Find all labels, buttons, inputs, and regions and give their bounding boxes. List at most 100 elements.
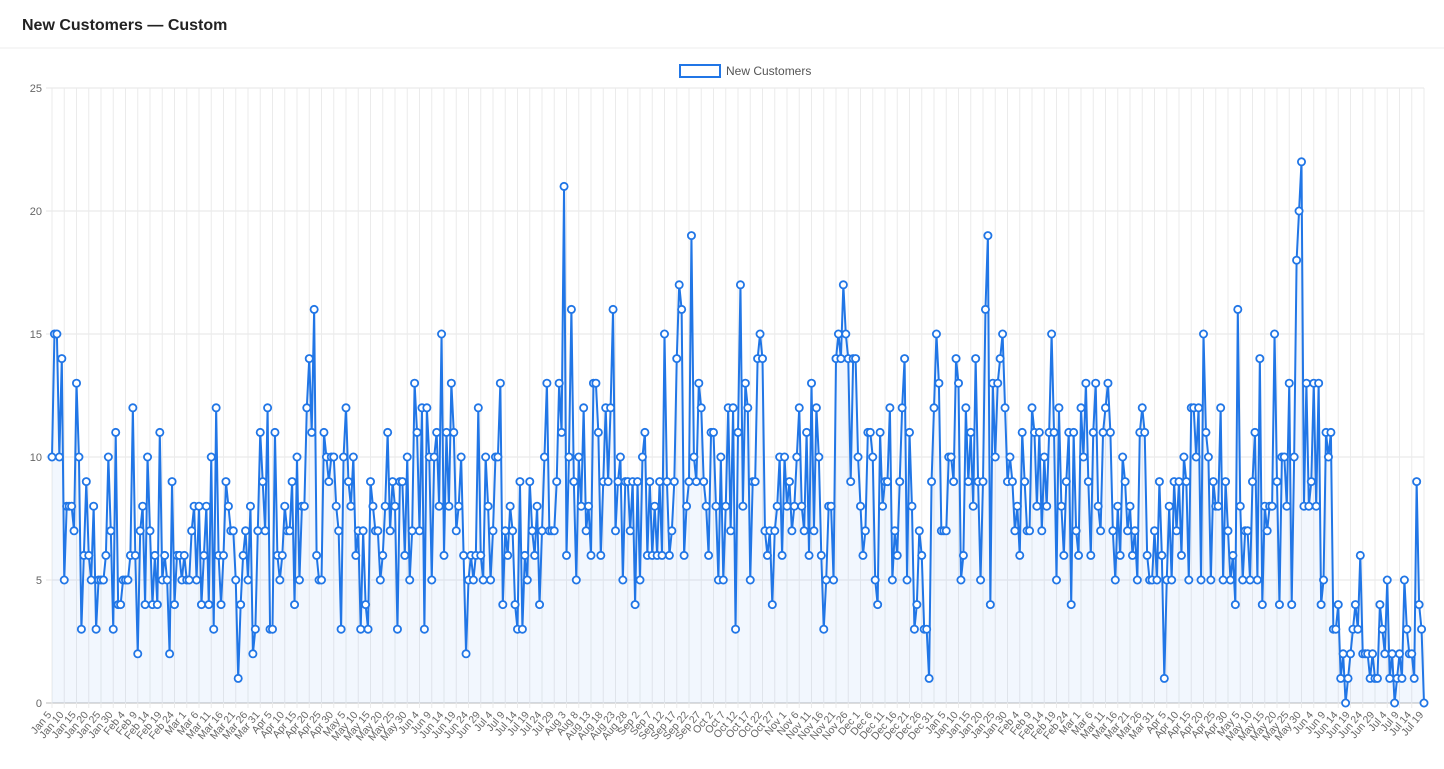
point bbox=[201, 501, 211, 511]
point bbox=[562, 550, 572, 560]
point bbox=[885, 403, 895, 413]
point bbox=[432, 427, 442, 437]
point bbox=[503, 550, 513, 560]
point bbox=[86, 575, 96, 585]
point bbox=[302, 403, 312, 413]
point bbox=[1412, 477, 1422, 487]
point bbox=[1284, 378, 1294, 388]
point bbox=[1157, 550, 1167, 560]
point bbox=[378, 550, 388, 560]
point bbox=[954, 378, 964, 388]
point bbox=[334, 526, 344, 536]
point bbox=[478, 575, 488, 585]
point bbox=[69, 526, 79, 536]
point bbox=[439, 550, 449, 560]
point bbox=[101, 550, 111, 560]
point bbox=[263, 403, 273, 413]
point bbox=[294, 575, 304, 585]
y-tick-label: 0 bbox=[36, 698, 42, 710]
point bbox=[794, 403, 804, 413]
point bbox=[922, 624, 932, 634]
point bbox=[664, 550, 674, 560]
point bbox=[236, 600, 246, 610]
point bbox=[1338, 649, 1348, 659]
point bbox=[677, 304, 687, 314]
point bbox=[187, 526, 197, 536]
point bbox=[1007, 477, 1017, 487]
point bbox=[248, 649, 258, 659]
point bbox=[887, 575, 897, 585]
point bbox=[290, 600, 300, 610]
point bbox=[1287, 600, 1297, 610]
point bbox=[1083, 477, 1093, 487]
point bbox=[792, 452, 802, 462]
point bbox=[554, 378, 564, 388]
point bbox=[116, 600, 126, 610]
point bbox=[571, 575, 581, 585]
point bbox=[816, 550, 826, 560]
point bbox=[684, 477, 694, 487]
point bbox=[152, 600, 162, 610]
point bbox=[865, 427, 875, 437]
point bbox=[275, 575, 285, 585]
point bbox=[858, 550, 868, 560]
point bbox=[427, 575, 437, 585]
point bbox=[1196, 575, 1206, 585]
point bbox=[1336, 673, 1346, 683]
point bbox=[1409, 673, 1419, 683]
point bbox=[1005, 452, 1015, 462]
point bbox=[704, 550, 714, 560]
point bbox=[667, 526, 677, 536]
y-tick-label: 10 bbox=[30, 452, 42, 464]
point bbox=[956, 575, 966, 585]
point bbox=[238, 550, 248, 560]
point bbox=[1101, 403, 1111, 413]
y-tick-label: 20 bbox=[30, 206, 42, 218]
point bbox=[591, 378, 601, 388]
point bbox=[1199, 329, 1209, 339]
point bbox=[1213, 501, 1223, 511]
point bbox=[924, 673, 934, 683]
point bbox=[606, 403, 616, 413]
point bbox=[527, 526, 537, 536]
point bbox=[517, 624, 527, 634]
point bbox=[1201, 427, 1211, 437]
point bbox=[699, 477, 709, 487]
point bbox=[564, 452, 574, 462]
point bbox=[486, 575, 496, 585]
point bbox=[907, 501, 917, 511]
point bbox=[772, 501, 782, 511]
point bbox=[231, 575, 241, 585]
point bbox=[184, 575, 194, 585]
point bbox=[138, 501, 148, 511]
point bbox=[1039, 452, 1049, 462]
point bbox=[1250, 427, 1260, 437]
point bbox=[745, 575, 755, 585]
point bbox=[444, 501, 454, 511]
point bbox=[368, 501, 378, 511]
point bbox=[927, 477, 937, 487]
point bbox=[740, 378, 750, 388]
point bbox=[968, 501, 978, 511]
point bbox=[537, 526, 547, 536]
point bbox=[473, 403, 483, 413]
point bbox=[437, 329, 447, 339]
point bbox=[1181, 477, 1191, 487]
point bbox=[515, 477, 525, 487]
point bbox=[194, 501, 204, 511]
point bbox=[1355, 550, 1365, 560]
point bbox=[1238, 575, 1248, 585]
point bbox=[1282, 501, 1292, 511]
point bbox=[1088, 427, 1098, 437]
point bbox=[566, 304, 576, 314]
point bbox=[821, 575, 831, 585]
point bbox=[1027, 403, 1037, 413]
point bbox=[789, 501, 799, 511]
point bbox=[312, 550, 322, 560]
point bbox=[72, 378, 82, 388]
point bbox=[363, 624, 373, 634]
point bbox=[755, 329, 765, 339]
point bbox=[983, 231, 993, 241]
point bbox=[882, 477, 892, 487]
point bbox=[1203, 452, 1213, 462]
